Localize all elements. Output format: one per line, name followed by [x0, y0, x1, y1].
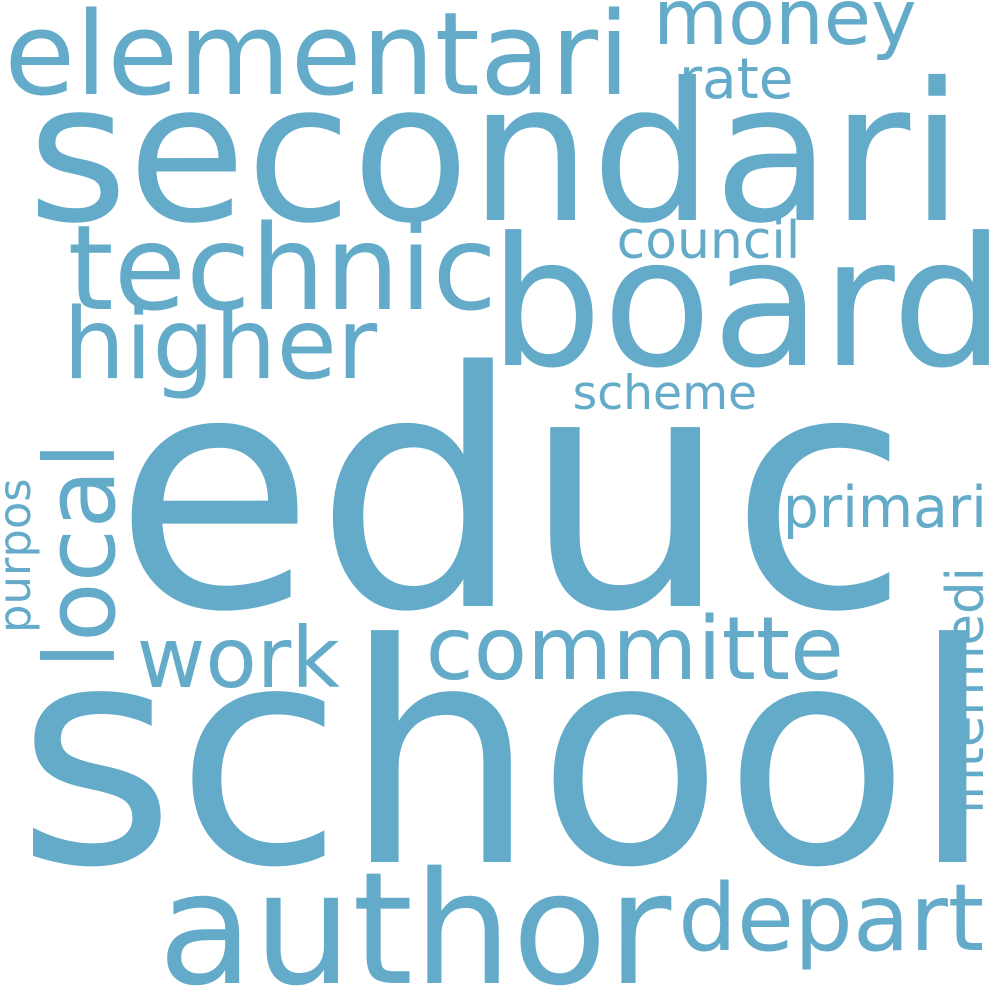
word-council: council	[616, 210, 801, 271]
word-board: board	[488, 200, 1000, 409]
word-author: author	[157, 837, 672, 1000]
word-committe: committe	[425, 598, 844, 701]
word-educ: educ	[113, 302, 910, 684]
word-rate: rate	[679, 46, 794, 112]
word-primari: primari	[782, 475, 987, 542]
word-intermedi: intermedi	[935, 566, 996, 814]
word-secondari: secondari	[27, 42, 964, 266]
word-technic: technic	[67, 199, 497, 337]
word-local: local	[23, 441, 137, 669]
word-scheme: scheme	[572, 366, 758, 422]
word-school: school	[16, 579, 995, 935]
word-higher: higher	[63, 287, 378, 402]
word-money: money	[653, 0, 917, 64]
word-depart: depart	[678, 864, 985, 973]
word-elementari: elementari	[4, 0, 631, 123]
word-purpos: purpos	[0, 478, 41, 634]
word-work: work	[136, 608, 340, 707]
